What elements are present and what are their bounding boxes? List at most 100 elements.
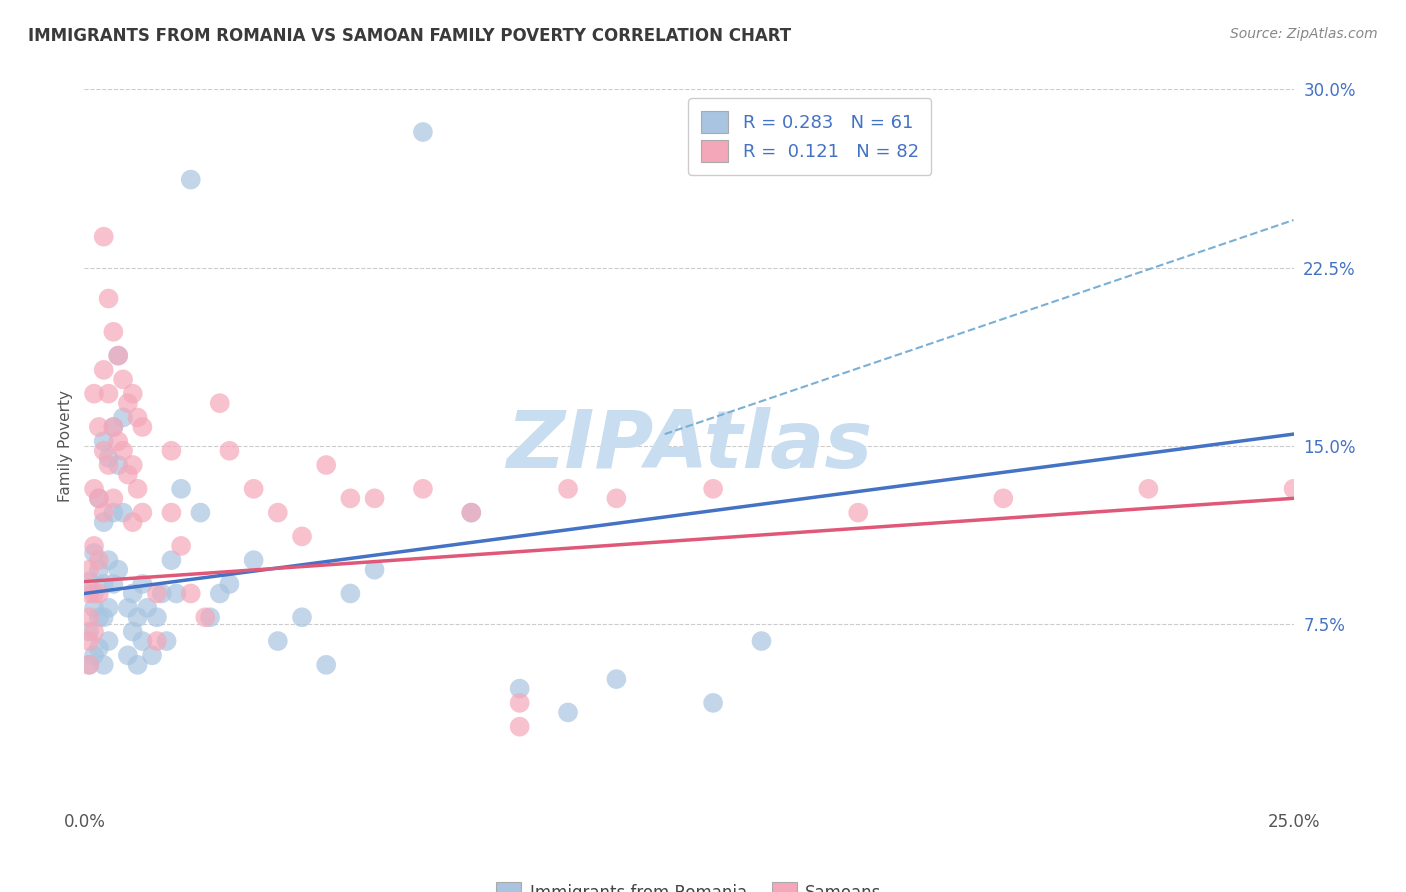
Point bbox=[141, 648, 163, 663]
Point bbox=[702, 482, 724, 496]
Point bbox=[97, 634, 120, 648]
Point bbox=[150, 586, 173, 600]
Point bbox=[460, 506, 482, 520]
Point bbox=[315, 657, 337, 672]
Point bbox=[127, 482, 149, 496]
Point bbox=[509, 681, 531, 696]
Point bbox=[131, 634, 153, 648]
Point bbox=[509, 696, 531, 710]
Point bbox=[107, 349, 129, 363]
Point bbox=[87, 563, 110, 577]
Point bbox=[107, 349, 129, 363]
Point bbox=[107, 563, 129, 577]
Point bbox=[208, 396, 231, 410]
Point bbox=[291, 610, 314, 624]
Point bbox=[77, 574, 100, 589]
Point bbox=[208, 586, 231, 600]
Point bbox=[160, 506, 183, 520]
Point bbox=[121, 515, 143, 529]
Point bbox=[83, 386, 105, 401]
Point bbox=[77, 634, 100, 648]
Point bbox=[103, 491, 125, 506]
Point bbox=[112, 506, 135, 520]
Point bbox=[112, 443, 135, 458]
Point bbox=[87, 610, 110, 624]
Point bbox=[93, 515, 115, 529]
Point bbox=[97, 553, 120, 567]
Point bbox=[87, 641, 110, 656]
Point bbox=[103, 577, 125, 591]
Point bbox=[83, 482, 105, 496]
Point bbox=[97, 600, 120, 615]
Point bbox=[242, 482, 264, 496]
Point bbox=[112, 410, 135, 425]
Point bbox=[146, 634, 169, 648]
Point bbox=[83, 586, 105, 600]
Text: ZIPAtlas: ZIPAtlas bbox=[506, 407, 872, 485]
Point bbox=[97, 450, 120, 465]
Point bbox=[83, 546, 105, 560]
Point bbox=[180, 586, 202, 600]
Point bbox=[107, 458, 129, 472]
Point bbox=[117, 467, 139, 482]
Legend: Immigrants from Romania, Samoans: Immigrants from Romania, Samoans bbox=[489, 875, 889, 892]
Point bbox=[103, 420, 125, 434]
Point bbox=[77, 657, 100, 672]
Point bbox=[112, 372, 135, 386]
Point bbox=[315, 458, 337, 472]
Point bbox=[127, 610, 149, 624]
Point bbox=[83, 539, 105, 553]
Point bbox=[218, 577, 240, 591]
Point bbox=[165, 586, 187, 600]
Point bbox=[194, 610, 217, 624]
Point bbox=[509, 720, 531, 734]
Point bbox=[190, 506, 212, 520]
Point bbox=[242, 553, 264, 567]
Point bbox=[267, 506, 290, 520]
Point bbox=[363, 491, 385, 506]
Point bbox=[170, 539, 193, 553]
Point bbox=[136, 600, 159, 615]
Point bbox=[121, 624, 143, 639]
Point bbox=[339, 491, 361, 506]
Point bbox=[93, 229, 115, 244]
Point bbox=[103, 325, 125, 339]
Point bbox=[77, 624, 100, 639]
Point bbox=[97, 292, 120, 306]
Point bbox=[412, 482, 434, 496]
Point bbox=[146, 610, 169, 624]
Point bbox=[87, 491, 110, 506]
Text: IMMIGRANTS FROM ROMANIA VS SAMOAN FAMILY POVERTY CORRELATION CHART: IMMIGRANTS FROM ROMANIA VS SAMOAN FAMILY… bbox=[28, 27, 792, 45]
Point bbox=[103, 506, 125, 520]
Point bbox=[87, 491, 110, 506]
Point bbox=[77, 586, 100, 600]
Point bbox=[170, 482, 193, 496]
Point bbox=[131, 577, 153, 591]
Point bbox=[146, 586, 169, 600]
Point bbox=[107, 434, 129, 449]
Point bbox=[267, 634, 290, 648]
Point bbox=[103, 420, 125, 434]
Text: Source: ZipAtlas.com: Source: ZipAtlas.com bbox=[1230, 27, 1378, 41]
Point bbox=[127, 410, 149, 425]
Point bbox=[180, 172, 202, 186]
Point bbox=[557, 706, 579, 720]
Point bbox=[83, 648, 105, 663]
Point bbox=[83, 624, 105, 639]
Y-axis label: Family Poverty: Family Poverty bbox=[58, 390, 73, 502]
Point bbox=[121, 586, 143, 600]
Point bbox=[77, 657, 100, 672]
Point bbox=[557, 482, 579, 496]
Point bbox=[117, 600, 139, 615]
Point bbox=[97, 458, 120, 472]
Point bbox=[93, 506, 115, 520]
Point bbox=[121, 458, 143, 472]
Point bbox=[77, 610, 100, 624]
Point bbox=[339, 586, 361, 600]
Point bbox=[83, 600, 105, 615]
Point bbox=[1137, 482, 1160, 496]
Point bbox=[131, 506, 153, 520]
Point bbox=[93, 610, 115, 624]
Point bbox=[846, 506, 869, 520]
Point bbox=[291, 529, 314, 543]
